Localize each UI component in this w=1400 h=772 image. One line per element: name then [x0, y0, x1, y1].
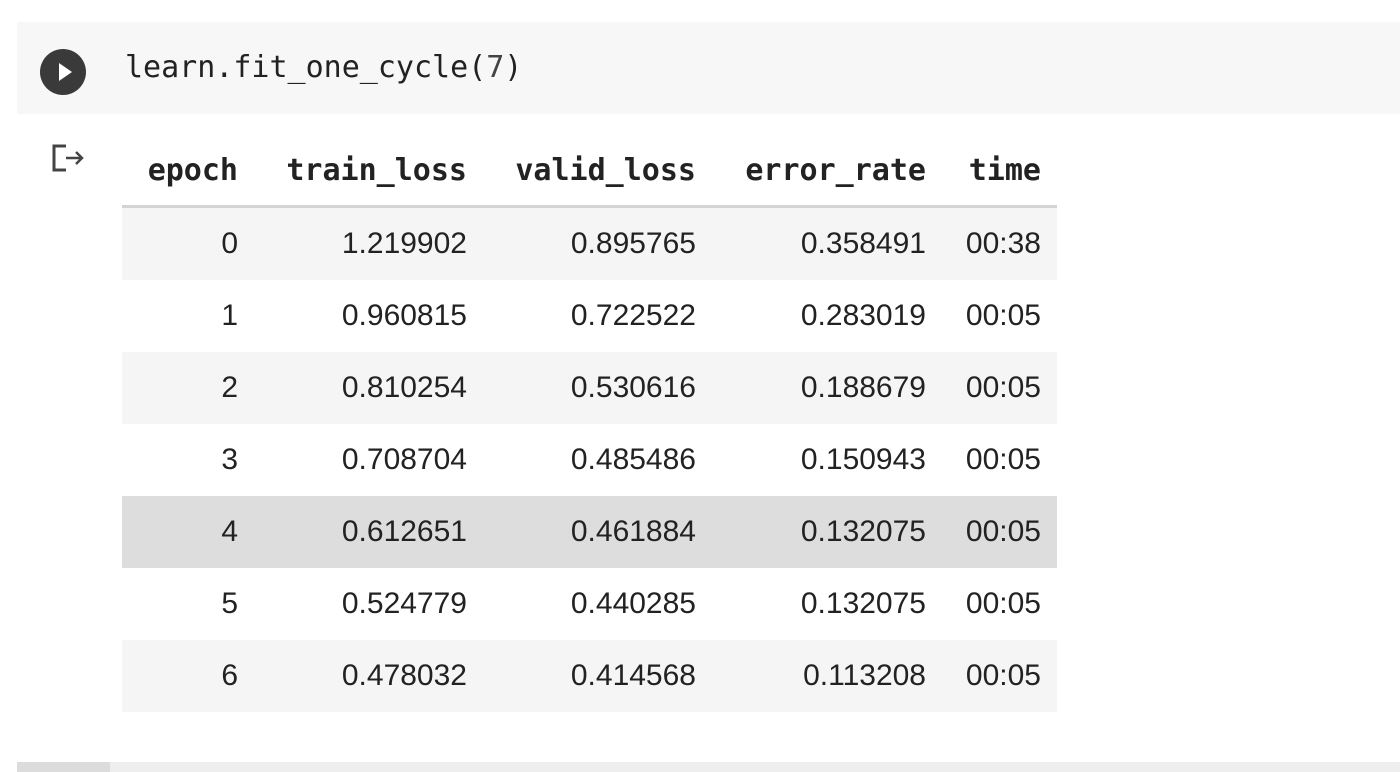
- cell-error-rate: 0.150943: [696, 424, 926, 496]
- table-row: 3 0.708704 0.485486 0.150943 00:05: [122, 424, 1057, 496]
- cell-train-loss: 0.612651: [238, 496, 467, 568]
- cell-error-rate: 0.113208: [696, 640, 926, 712]
- cell-time: 00:05: [926, 496, 1057, 568]
- cell-time: 00:05: [926, 352, 1057, 424]
- cell-valid-loss: 0.530616: [467, 352, 696, 424]
- cell-valid-loss: 0.895765: [467, 206, 696, 280]
- cell-epoch: 5: [122, 568, 238, 640]
- cell-valid-loss: 0.414568: [467, 640, 696, 712]
- output-arrow-icon[interactable]: [50, 142, 86, 176]
- training-results-table: epoch train_loss valid_loss error_rate t…: [122, 136, 1057, 712]
- cell-valid-loss: 0.722522: [467, 280, 696, 352]
- cell-time: 00:05: [926, 280, 1057, 352]
- cell-train-loss: 0.960815: [238, 280, 467, 352]
- next-cell-edge: [17, 762, 1400, 772]
- run-cell-button[interactable]: [40, 49, 86, 95]
- cell-error-rate: 0.358491: [696, 206, 926, 280]
- cell-train-loss: 0.524779: [238, 568, 467, 640]
- header-time: time: [926, 136, 1057, 208]
- cell-valid-loss: 0.461884: [467, 496, 696, 568]
- cell-error-rate: 0.188679: [696, 352, 926, 424]
- cell-train-loss: 0.478032: [238, 640, 467, 712]
- cell-error-rate: 0.132075: [696, 568, 926, 640]
- table-row-highlighted: 4 0.612651 0.461884 0.132075 00:05: [122, 496, 1057, 568]
- code-call: learn.fit_one_cycle(: [125, 50, 487, 85]
- table-header-row: epoch train_loss valid_loss error_rate t…: [122, 136, 1057, 208]
- cell-epoch: 3: [122, 424, 238, 496]
- cell-valid-loss: 0.440285: [467, 568, 696, 640]
- table-row: 5 0.524779 0.440285 0.132075 00:05: [122, 568, 1057, 640]
- cell-time: 00:05: [926, 568, 1057, 640]
- code-argument: 7: [486, 50, 505, 85]
- cell-train-loss: 0.810254: [238, 352, 467, 424]
- next-cell-gutter: [17, 762, 110, 772]
- cell-epoch: 4: [122, 496, 238, 568]
- cell-error-rate: 0.283019: [696, 280, 926, 352]
- header-error-rate: error_rate: [696, 136, 926, 208]
- play-icon: [59, 63, 72, 81]
- cell-time: 00:38: [926, 206, 1057, 280]
- cell-time: 00:05: [926, 640, 1057, 712]
- table-row: 6 0.478032 0.414568 0.113208 00:05: [122, 640, 1057, 712]
- cell-error-rate: 0.132075: [696, 496, 926, 568]
- code-cell[interactable]: learn.fit_one_cycle(7): [17, 22, 1400, 114]
- cell-epoch: 6: [122, 640, 238, 712]
- code-editor[interactable]: learn.fit_one_cycle(7): [125, 50, 522, 86]
- header-epoch: epoch: [122, 136, 238, 208]
- code-close-paren: ): [504, 50, 523, 85]
- header-train-loss: train_loss: [238, 136, 467, 208]
- header-valid-loss: valid_loss: [467, 136, 696, 208]
- cell-time: 00:05: [926, 424, 1057, 496]
- cell-epoch: 0: [122, 206, 238, 280]
- cell-epoch: 1: [122, 280, 238, 352]
- cell-valid-loss: 0.485486: [467, 424, 696, 496]
- table-row: 0 1.219902 0.895765 0.358491 00:38: [122, 206, 1057, 280]
- table-row: 1 0.960815 0.722522 0.283019 00:05: [122, 280, 1057, 352]
- table-row: 2 0.810254 0.530616 0.188679 00:05: [122, 352, 1057, 424]
- cell-train-loss: 0.708704: [238, 424, 467, 496]
- cell-epoch: 2: [122, 352, 238, 424]
- cell-train-loss: 1.219902: [238, 206, 467, 280]
